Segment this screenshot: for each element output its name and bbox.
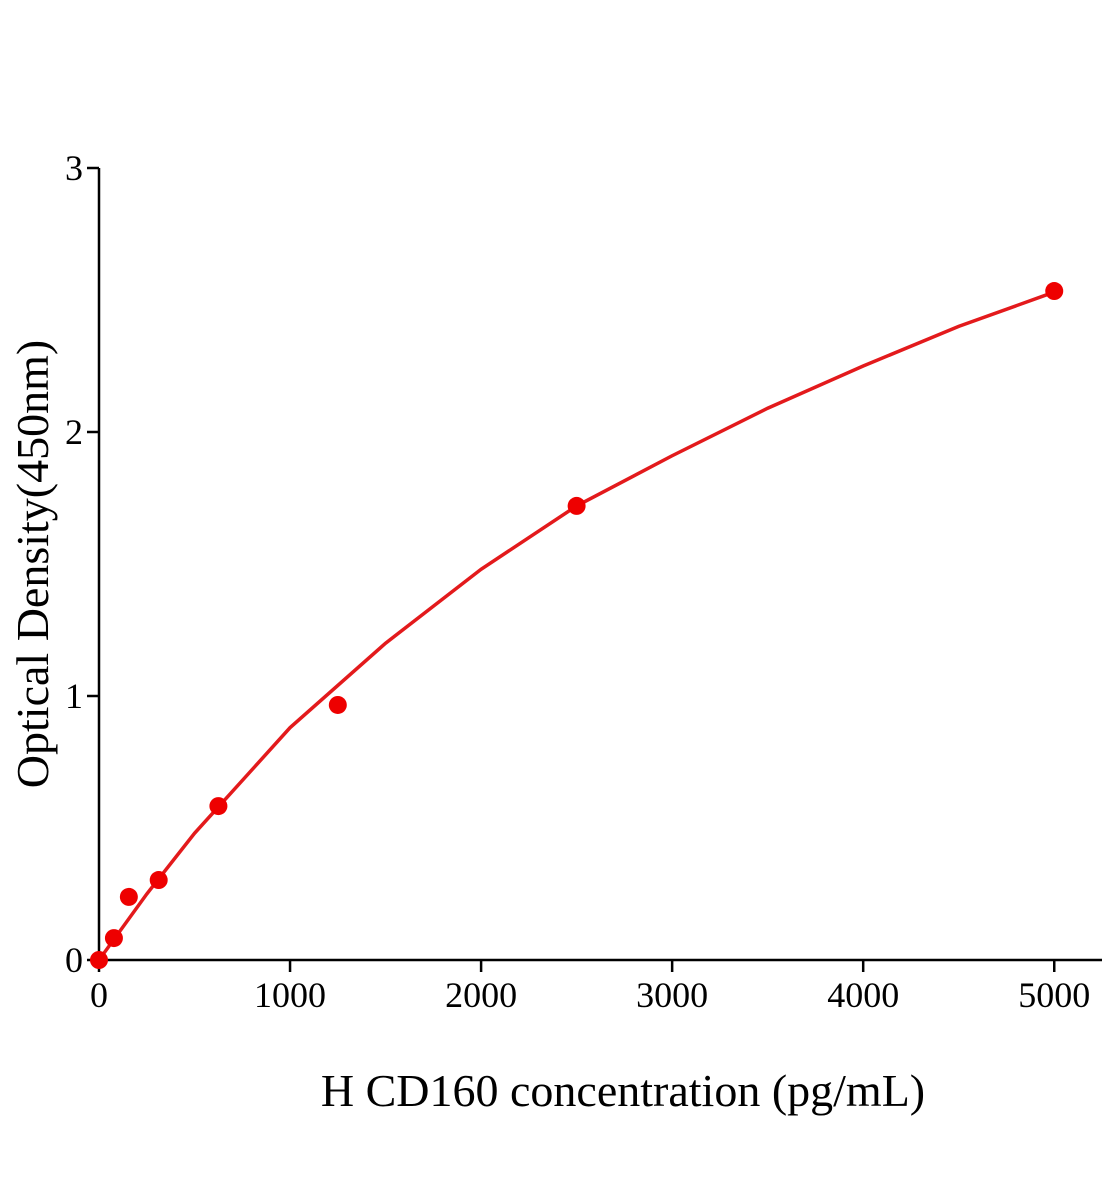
- y-tick-label: 1: [65, 676, 83, 716]
- x-tick-label: 4000: [827, 975, 899, 1015]
- y-tick-label: 2: [65, 412, 83, 452]
- y-tick-label: 3: [65, 148, 83, 188]
- x-axis-title: H CD160 concentration (pg/mL): [321, 1065, 925, 1116]
- y-axis-title: Optical Density(450nm): [7, 340, 58, 788]
- x-tick-label: 5000: [1018, 975, 1090, 1015]
- x-tick-label: 1000: [254, 975, 326, 1015]
- y-tick-label: 0: [65, 940, 83, 980]
- x-tick-label: 3000: [636, 975, 708, 1015]
- data-point: [328, 695, 347, 714]
- data-point: [1045, 282, 1064, 301]
- data-point: [149, 871, 168, 890]
- data-point: [119, 887, 138, 906]
- data-point: [90, 951, 108, 969]
- data-point: [209, 797, 228, 816]
- data-point: [567, 496, 586, 515]
- fit-curve: [97, 290, 1055, 962]
- x-tick-label: 2000: [445, 975, 517, 1015]
- x-tick-label: 0: [90, 975, 108, 1015]
- data-point: [104, 929, 123, 948]
